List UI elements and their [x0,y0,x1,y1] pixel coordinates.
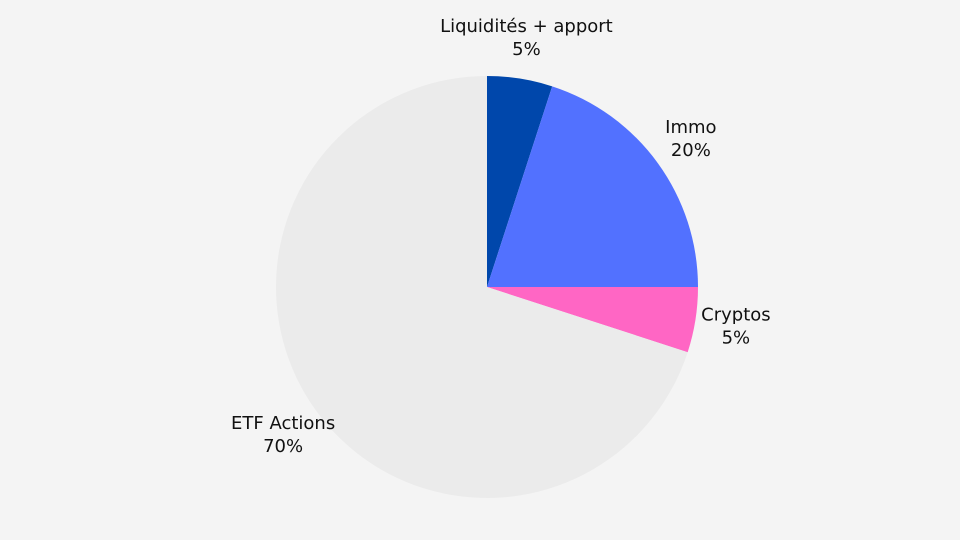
slice-value-label: 5% [512,39,541,60]
pie-slice [276,76,688,499]
slice-value-label: 5% [722,327,751,348]
pie-slice [487,76,553,287]
pie-slice [487,86,698,287]
slice-label: Cryptos [701,304,771,325]
slice-value-label: 20% [671,140,711,161]
slice-label: Liquidités + apport [440,16,613,37]
pie-slice [487,287,698,353]
slice-value-label: 70% [263,436,303,457]
slice-label: Immo [665,117,716,138]
slice-label: ETF Actions [231,413,335,434]
